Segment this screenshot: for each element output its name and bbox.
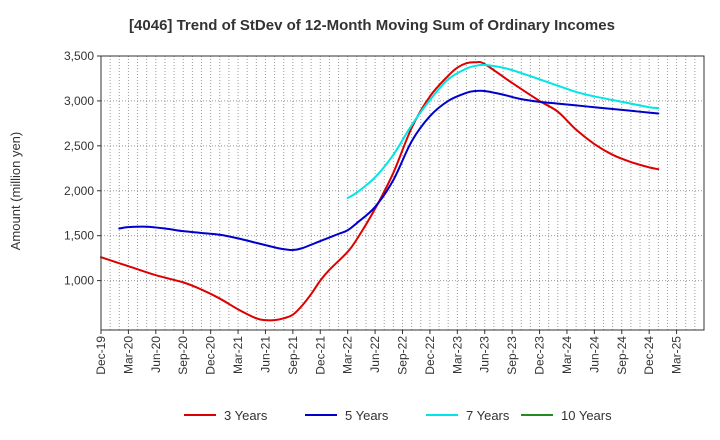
x-tick-label: Mar-20 bbox=[121, 336, 135, 374]
x-tick-label: Mar-22 bbox=[341, 336, 355, 374]
series-lines bbox=[100, 60, 660, 322]
x-tick-label: Dec-21 bbox=[313, 336, 327, 375]
x-tick-label: Sep-24 bbox=[615, 336, 629, 375]
grid-lines bbox=[101, 55, 704, 330]
legend-label: 10 Years bbox=[561, 408, 612, 423]
y-axis-ticks: 1,000 1,500 2,000 2,500 3,000 3,500 bbox=[64, 49, 101, 288]
x-tick-label: Sep-20 bbox=[176, 336, 190, 375]
x-axis-ticks: Dec-19 Mar-20 Jun-20 Sep-20 Dec-20 Mar-21 Jun-… bbox=[94, 330, 684, 375]
x-tick-label: Dec-19 bbox=[94, 336, 108, 375]
x-tick-label: Dec-22 bbox=[423, 336, 437, 375]
x-tick-label: Jun-20 bbox=[149, 336, 163, 373]
legend-label: 3 Years bbox=[224, 408, 268, 423]
x-tick-label: Jun-21 bbox=[258, 336, 272, 373]
x-tick-label: Dec-24 bbox=[642, 336, 656, 375]
x-tick-label: Sep-21 bbox=[286, 336, 300, 375]
plot-area-frame bbox=[100, 55, 705, 331]
legend: 3 Years 5 Years 7 Years 10 Years bbox=[184, 408, 612, 423]
y-tick-label: 1,000 bbox=[64, 274, 94, 288]
y-tick-label: 1,500 bbox=[64, 229, 94, 243]
x-tick-label: Jun-22 bbox=[368, 336, 382, 373]
x-tick-label: Dec-20 bbox=[204, 336, 218, 375]
series-line-5-years bbox=[118, 89, 660, 252]
x-tick-label: Mar-23 bbox=[450, 336, 464, 374]
y-axis-label: Amount (million yen) bbox=[8, 132, 23, 251]
legend-label: 7 Years bbox=[466, 408, 510, 423]
y-tick-label: 2,000 bbox=[64, 184, 94, 198]
series-line-7-years bbox=[346, 63, 660, 199]
legend-label: 5 Years bbox=[345, 408, 389, 423]
x-tick-label: Dec-23 bbox=[533, 336, 547, 375]
y-tick-label: 3,000 bbox=[64, 94, 94, 108]
y-tick-label: 2,500 bbox=[64, 139, 94, 153]
x-tick-label: Mar-24 bbox=[560, 336, 574, 374]
x-tick-label: Mar-21 bbox=[231, 336, 245, 374]
series-line-3-years bbox=[100, 60, 660, 322]
x-tick-label: Sep-22 bbox=[396, 336, 410, 375]
x-tick-label: Jun-24 bbox=[587, 336, 601, 373]
y-tick-label: 3,500 bbox=[64, 49, 94, 63]
x-tick-label: Sep-23 bbox=[505, 336, 519, 375]
chart-title: [4046] Trend of StDev of 12-Month Moving… bbox=[129, 17, 615, 34]
x-tick-label: Mar-25 bbox=[670, 336, 684, 374]
x-tick-label: Jun-23 bbox=[478, 336, 492, 373]
